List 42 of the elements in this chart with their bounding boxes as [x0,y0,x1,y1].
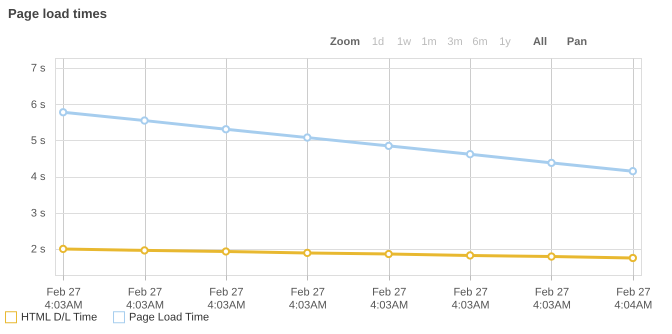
text: 1y [499,36,512,48]
point [628,167,638,176]
text: All [532,36,548,48]
chart-title: Page load times [8,6,107,21]
legend-label: Page Load Time [129,311,210,324]
point [628,254,638,262]
point [547,252,556,261]
y-tick-label: 6 s [30,98,46,111]
point [140,116,149,125]
y-tick-label: 5 s [30,134,46,147]
text: 1w [396,36,412,48]
point [58,108,68,116]
point [303,248,312,258]
point [140,246,149,255]
point [303,133,312,142]
text: 3m [447,36,463,48]
legend-label: HTML D/L Time [21,311,98,324]
y-tick-label: 4 s [30,171,46,184]
text: Pan [566,36,588,48]
text: Zoom [330,36,360,48]
y-tick-label: 2 s [30,243,46,256]
x-tick-label: Feb 27 4:03AM [207,286,246,312]
text: 1d [372,36,384,48]
text: 1m [421,36,437,48]
x-tick-label: Feb 27 4:03AM [288,286,327,312]
x-tick-label: Feb 27 4:03AM [452,286,490,312]
point [222,125,230,134]
point [222,247,230,256]
point [384,142,393,150]
point [384,250,393,258]
point [58,244,68,254]
x-tick-label: Feb 27 4:03AM [44,286,83,312]
x-tick-label: Feb 27 4:03AM [370,286,408,312]
point [466,150,474,158]
x-tick-label: Feb 27 4:03AM [533,286,571,312]
y-tick-label: 3 s [30,207,46,220]
text: 6m [472,36,488,48]
point [547,158,556,168]
x-tick-label: Feb 27 4:03AM [126,286,164,312]
point [466,251,474,260]
x-tick-label: Feb 27 4:04AM [614,286,652,312]
y-tick-label: 7 s [30,62,46,75]
